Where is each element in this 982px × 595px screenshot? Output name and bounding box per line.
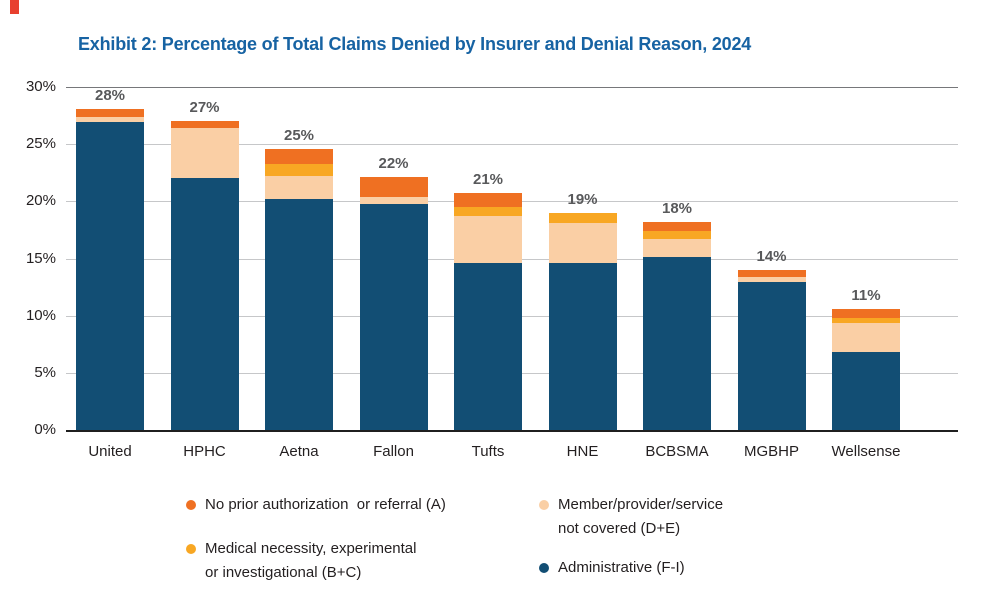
y-axis-tick-5: 5% (34, 363, 56, 381)
bar-segment (832, 322, 900, 353)
legend-label-medical-necessity: Medical necessity, experimental or inves… (205, 537, 416, 585)
bar-segment (170, 178, 239, 430)
bar-segment (454, 263, 522, 430)
bar-total-label-tufts: 21% (472, 171, 504, 189)
bar-segment (643, 231, 711, 240)
y-axis-tick-10: 10% (25, 306, 56, 324)
y-axis-tick-15: 15% (25, 249, 56, 267)
bar-segment (832, 352, 900, 430)
legend-label-line: or investigational (B+C) (205, 564, 362, 581)
bar-segment (454, 193, 522, 208)
y-axis-tick-0: 0% (34, 421, 56, 438)
bar-segment (454, 216, 522, 264)
bar-segment (265, 176, 333, 200)
bar-segment (737, 269, 806, 277)
y-axis-tick-20: 20% (25, 192, 56, 210)
bar-segment (548, 223, 617, 264)
bar-segment (265, 148, 333, 164)
legend-label-line: Administrative (F-I) (558, 559, 685, 576)
legend-swatch-not-covered-icon (539, 500, 549, 510)
bar-segment (737, 282, 806, 430)
chart-title: Exhibit 2: Percentage of Total Claims De… (78, 34, 752, 54)
gridline-25 (66, 144, 958, 146)
legend-label-administrative: Administrative (F-I) (558, 556, 685, 580)
x-axis-label-wellsense: Wellsense (831, 443, 901, 460)
bar-total-label-aetna: 25% (283, 126, 315, 144)
bar-segment (265, 199, 333, 430)
bar-segment (548, 263, 617, 430)
bar-segment (359, 177, 428, 197)
legend-label-no-prior-auth: No prior authorization or referral (A) (205, 493, 446, 517)
bar-united (76, 108, 144, 430)
bar-segment (548, 212, 617, 224)
x-axis-label-mgbhp: MGBHP (743, 443, 799, 460)
bar-segment (359, 203, 428, 430)
bar-segment (643, 221, 711, 232)
bar-total-label-hphc: 27% (189, 99, 220, 117)
bar-tufts (454, 193, 522, 430)
bar-segment (454, 207, 522, 217)
bar-segment (643, 239, 711, 258)
x-axis-label-united: United (88, 443, 132, 460)
x-axis-label-bcbsma: BCBSMA (645, 443, 709, 460)
bar-total-label-hne: 19% (567, 190, 598, 208)
legend-item-no-prior-auth: No prior authorization or referral (A) (186, 493, 446, 517)
bar-segment (76, 116, 144, 123)
y-axis-tick-25: 25% (25, 135, 56, 153)
legend-label-line: not covered (D+E) (558, 520, 681, 537)
bar-total-label-fallon: 22% (378, 155, 409, 173)
bar-segment (170, 128, 239, 179)
bar-total-label-wellsense: 11% (851, 286, 881, 304)
x-axis-label-tufts: Tufts (471, 443, 505, 460)
bar-segment (643, 257, 711, 430)
legend-item-administrative: Administrative (F-I) (539, 556, 685, 580)
stacked-bar-chart: 30% 25% 20% 15% 10% 5% 0% 28% United 27% HPHC 25% Ae… (25, 78, 958, 460)
x-axis-label-hphc: HPHC (183, 443, 226, 460)
corner-accent-mark (10, 0, 19, 14)
legend-swatch-no-prior-auth-icon (186, 500, 196, 510)
legend-label-line: Member/provider/service (558, 496, 724, 513)
legend-swatch-medical-necessity-icon (186, 544, 196, 554)
bar-total-label-united: 28% (94, 86, 126, 104)
legend-item-medical-necessity: Medical necessity, experimental or inves… (186, 537, 416, 585)
bar-aetna (265, 148, 333, 430)
bar-mgbhp (737, 269, 806, 430)
bar-segment (737, 276, 806, 283)
bar-segment (359, 196, 428, 204)
bar-segment (76, 108, 144, 117)
y-axis-tick-30: 30% (25, 78, 56, 95)
bar-segment (76, 122, 144, 430)
bar-hne (548, 212, 617, 430)
bar-segment (265, 163, 333, 177)
legend-swatch-administrative-icon (539, 563, 549, 573)
bar-wellsense (832, 308, 900, 430)
bar-hphc (170, 121, 239, 430)
bar-total-label-bcbsma: 18% (661, 199, 693, 217)
gridline-30 (66, 87, 958, 88)
x-axis-label-fallon: Fallon (373, 443, 414, 460)
bar-total-label-mgbhp: 14% (756, 247, 787, 265)
x-axis-label-aetna: Aetna (279, 443, 319, 460)
x-axis-label-hne: HNE (566, 443, 599, 460)
bar-segment (170, 121, 239, 129)
bar-bcbsma (643, 221, 711, 430)
legend-label-line: No prior authorization or referral (A) (205, 496, 446, 513)
legend-label-line: Medical necessity, experimental (205, 540, 417, 557)
gridline-0 (66, 430, 958, 432)
bar-segment (832, 317, 900, 323)
legend-item-not-covered: Member/provider/service not covered (D+E… (539, 493, 723, 541)
bar-fallon (359, 177, 428, 430)
bar-segment (832, 308, 900, 318)
legend-label-not-covered: Member/provider/service not covered (D+E… (558, 493, 723, 541)
